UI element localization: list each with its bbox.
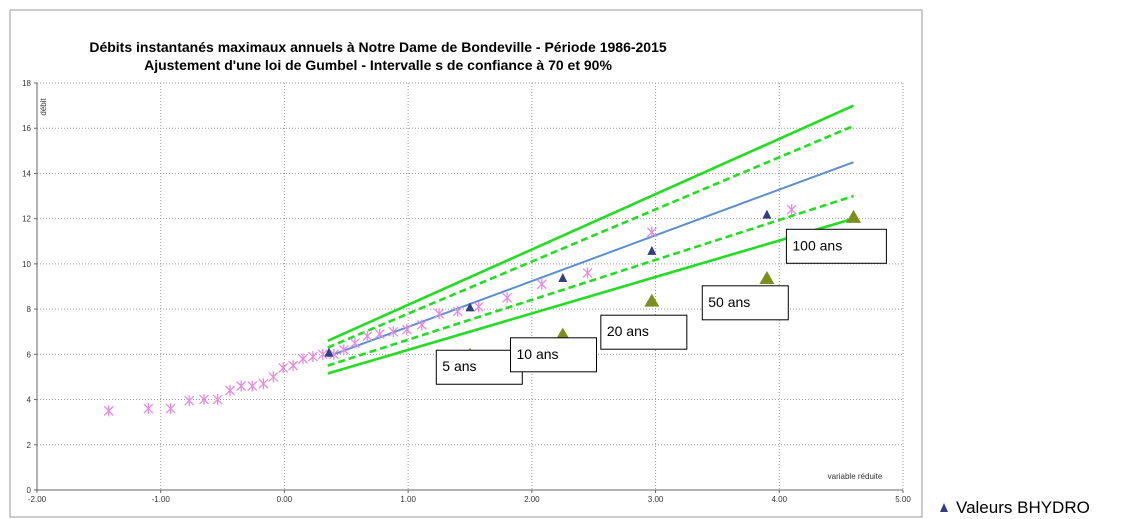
bhydro-point	[762, 209, 772, 219]
y-tick-label: 18	[22, 79, 31, 88]
observed-point	[268, 371, 279, 383]
x-tick-label: 3.00	[648, 495, 664, 504]
observed-point	[328, 348, 339, 360]
observed-point	[184, 395, 195, 407]
return-period-point	[759, 270, 775, 284]
observed-point	[434, 308, 445, 320]
observed-point	[199, 394, 209, 406]
observed-point	[225, 385, 235, 397]
y-tick-label: 4	[27, 396, 32, 405]
observed-point	[247, 380, 258, 392]
axes: 0 2 4 6 8 10 12 14 16 18 -2.00 -1.00 0.00 1.00 2.00 3.0…	[22, 79, 911, 504]
return-period-labels: 5 ans 10 ans 20 ans 50 ans 100 ans	[435, 228, 887, 385]
return-period-point	[555, 327, 571, 341]
x-tick-label: 0.00	[277, 495, 293, 504]
observed-point	[374, 328, 385, 340]
return-period-annotation: 50 ans	[701, 285, 789, 321]
y-tick-label: 10	[22, 260, 31, 269]
observed-point	[452, 305, 463, 317]
bhydro-point	[647, 245, 657, 255]
bhydro-point	[324, 347, 334, 357]
observed-point	[473, 301, 484, 313]
x-tick-label: 2.00	[524, 495, 540, 504]
return-period-point	[644, 293, 660, 307]
observed-point	[362, 330, 373, 342]
observed-point	[298, 353, 308, 365]
observed-point	[103, 405, 114, 417]
y-tick-label: 8	[27, 305, 32, 314]
legend-label-bhydro: Valeurs BHYDRO	[956, 498, 1090, 517]
return-period-annotation: 20 ans	[600, 314, 688, 350]
annotation-box	[701, 285, 789, 321]
x-tick-label: 1.00	[400, 495, 416, 504]
fit-and-confidence-lines	[327, 104, 855, 375]
return-period-annotation: 5 ans	[435, 349, 523, 385]
annotation-box	[785, 228, 887, 264]
return-period-point	[846, 209, 862, 223]
observed-point	[278, 362, 289, 374]
observed-point	[165, 403, 176, 415]
annotation-label: 20 ans	[607, 323, 649, 339]
y-tick-label: 16	[22, 124, 31, 133]
observed-point	[307, 351, 318, 363]
x-tick-label: -2.00	[28, 495, 47, 504]
return-period-annotation: 10 ans	[510, 337, 598, 373]
observed-point	[786, 204, 797, 216]
annotation-label: 50 ans	[708, 294, 750, 310]
observed-point	[502, 292, 513, 304]
observed-point	[317, 348, 328, 360]
observed-point	[212, 394, 223, 406]
observed-point	[236, 380, 247, 392]
y-tick-label: 2	[27, 441, 32, 450]
y-tick-label: 6	[27, 350, 32, 359]
observed-point	[646, 226, 657, 238]
observed-point	[143, 403, 154, 415]
x-axis-label: variable réduite	[828, 472, 883, 481]
legend-triangle-icon	[940, 503, 948, 512]
ci70_lower-line	[327, 194, 854, 367]
annotation-box	[510, 337, 598, 373]
observed-point	[582, 267, 593, 279]
annotation-box	[600, 314, 688, 350]
observed-point	[288, 360, 299, 372]
observed-point	[416, 319, 427, 331]
bhydro-point	[558, 272, 568, 282]
x-tick-label: -1.00	[152, 495, 171, 504]
chart-subtitle: Ajustement d'une loi de Gumbel - Interva…	[144, 57, 612, 73]
ci90_lower-line	[327, 217, 854, 375]
ci90_upper-line	[327, 104, 855, 342]
bhydro-point	[465, 302, 475, 312]
annotation-label: 10 ans	[517, 346, 559, 362]
observed-point	[349, 337, 360, 349]
y-tick-label: 0	[27, 486, 32, 495]
y-tick-label: 14	[22, 169, 31, 178]
observed-point	[536, 278, 547, 290]
annotation-label: 5 ans	[442, 358, 476, 374]
x-tick-label: 5.00	[895, 495, 911, 504]
observed-point	[258, 378, 269, 390]
x-tick-label: 4.00	[771, 495, 787, 504]
observed-point	[388, 326, 399, 338]
y-tick-label: 12	[22, 215, 31, 224]
y-axis-label: débit	[39, 98, 48, 116]
ci70_upper-line	[327, 124, 855, 349]
data-markers	[103, 204, 862, 417]
fit-line	[327, 161, 854, 358]
observed-point	[401, 323, 412, 335]
chart-title: Débits instantanés maximaux annuels à No…	[89, 39, 667, 55]
legend: Valeurs BHYDRO	[940, 498, 1090, 517]
observed-point	[338, 344, 349, 356]
return-period-annotation: 100 ans	[785, 228, 887, 264]
annotation-box	[435, 349, 523, 385]
annotation-label: 100 ans	[792, 237, 842, 253]
